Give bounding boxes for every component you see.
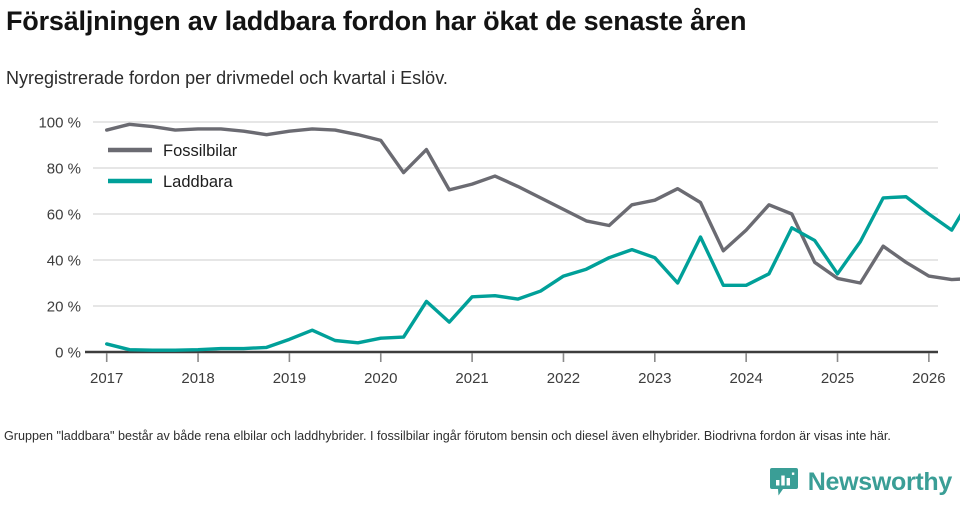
y-tick-label: 80 % (47, 161, 81, 178)
x-tick-label: 2020 (364, 370, 397, 387)
x-axis-tick-labels: 2017 2018 2019 2020 2021 2022 2023 2024 2025 2026 (90, 370, 946, 387)
chart-footnote: Gruppen "laddbara" består av både rena e… (4, 429, 891, 443)
x-tick-label: 2026 (912, 370, 945, 387)
chart-subtitle: Nyregistrerade fordon per drivmedel och … (6, 68, 448, 88)
x-tick-label: 2025 (821, 370, 854, 387)
x-tick-label: 2019 (273, 370, 306, 387)
y-tick-label: 60 % (47, 207, 81, 224)
chart-legend: Fossilbilar Laddbara (108, 142, 238, 191)
bar-chart-bubble-icon (769, 468, 798, 496)
chart-container: 0 % 20 % 40 % 60 % 80 % 100 % 2017 2018 2019 202… (0, 108, 960, 398)
page-title: Försäljningen av laddbara fordon har öka… (6, 6, 747, 36)
line-chart: 0 % 20 % 40 % 60 % 80 % 100 % 2017 2018 2019 202… (38, 115, 960, 387)
x-tick-label: 2022 (547, 370, 580, 387)
x-tick-label: 2017 (90, 370, 123, 387)
data-series (104, 122, 960, 352)
y-tick-label: 0 % (55, 345, 81, 362)
legend-label: Laddbara (163, 173, 234, 191)
y-tick-label: 40 % (47, 253, 81, 270)
gridlines (93, 121, 938, 307)
y-axis-tick-labels: 0 % 20 % 40 % 60 % 80 % 100 % (38, 115, 81, 362)
series-line-laddbara (104, 195, 960, 352)
x-tick-label: 2018 (181, 370, 214, 387)
x-tick-label: 2024 (729, 370, 762, 387)
logo-text: Newsworthy (807, 467, 953, 496)
y-tick-label: 100 % (38, 115, 81, 132)
y-tick-label: 20 % (47, 299, 81, 316)
x-tick-label: 2023 (638, 370, 671, 387)
x-axis-ticks (105, 353, 930, 362)
x-tick-label: 2021 (455, 370, 488, 387)
series-line-fossilbilar (104, 122, 960, 285)
legend-label: Fossilbilar (163, 142, 238, 160)
newsworthy-logo[interactable]: Newsworthy (769, 467, 952, 497)
